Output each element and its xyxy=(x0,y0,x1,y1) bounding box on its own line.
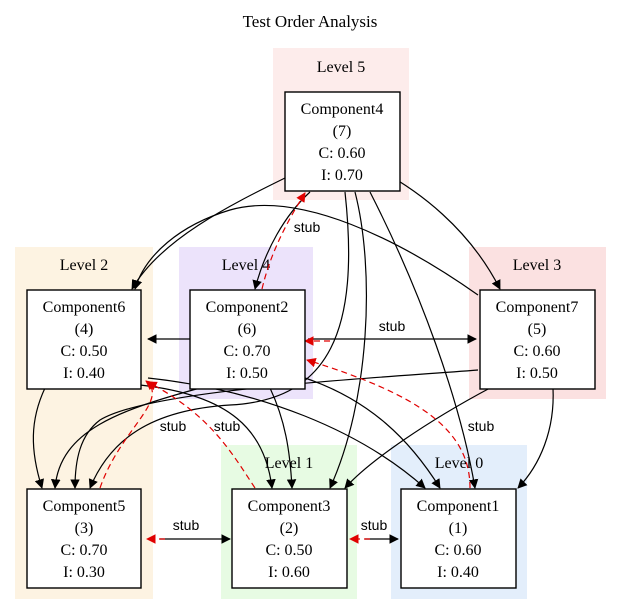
node-component4-c: C: 0.60 xyxy=(318,145,365,162)
edge-c4-c3 xyxy=(329,191,368,489)
edge-c6-c5 xyxy=(32,387,46,489)
cluster-level1-label: Level 1 xyxy=(265,455,313,472)
node-component2[interactable]: Component2 (6) C: 0.70 I: 0.50 xyxy=(189,289,306,390)
stub-edges xyxy=(99,192,471,489)
node-component1-c: C: 0.60 xyxy=(434,542,481,559)
node-component2-order: (6) xyxy=(238,321,257,338)
diagram-title: Test Order Analysis xyxy=(243,12,378,31)
node-component3-order: (2) xyxy=(280,520,299,537)
stub-label-c2-c7: stub xyxy=(379,318,406,334)
node-component3[interactable]: Component3 (2) C: 0.50 I: 0.60 xyxy=(231,488,348,589)
node-component6-name: Component6 xyxy=(43,299,126,316)
node-component7-c: C: 0.60 xyxy=(513,343,560,360)
stub-labels: stub stub stub stub stub stub stub xyxy=(160,219,495,533)
stub-edge-c2-c4 xyxy=(261,192,306,290)
edge-c6-c3 xyxy=(139,384,276,489)
node-component4-order: (7) xyxy=(333,123,352,140)
node-component7-order: (5) xyxy=(528,321,547,338)
edge-c4-c6 xyxy=(131,177,286,290)
stub-edge-c1-c2 xyxy=(306,357,471,489)
node-component3-i: I: 0.60 xyxy=(268,564,310,581)
cluster-level4-label: Level 4 xyxy=(222,257,270,274)
node-component3-name: Component3 xyxy=(248,498,331,515)
node-component5[interactable]: Component5 (3) C: 0.70 I: 0.30 xyxy=(26,488,142,589)
node-component1-name: Component1 xyxy=(417,498,500,515)
node-component1-i: I: 0.40 xyxy=(437,564,479,581)
stub-label-c3-c1: stub xyxy=(361,517,388,533)
cluster-level3-label: Level 3 xyxy=(513,257,561,274)
edge-c2-c3 xyxy=(269,387,297,489)
node-component5-c: C: 0.70 xyxy=(60,542,107,559)
stub-label-c5-c6: stub xyxy=(160,418,187,434)
node-component2-name: Component2 xyxy=(206,299,289,316)
cluster-level5-label: Level 5 xyxy=(317,59,365,76)
node-component7-name: Component7 xyxy=(496,299,579,316)
cluster-level0-label: Level 0 xyxy=(435,455,483,472)
edge-c4-c5 xyxy=(88,191,350,489)
bidirectional-edges xyxy=(146,334,477,544)
node-component7-i: I: 0.50 xyxy=(516,365,558,382)
dependency-edges xyxy=(32,164,554,489)
node-component4[interactable]: Component4 (7) C: 0.60 I: 0.70 xyxy=(284,91,401,192)
node-component1-order: (1) xyxy=(449,520,468,537)
node-component6-order: (4) xyxy=(75,321,94,338)
cluster-level2-label: Level 2 xyxy=(60,257,108,274)
node-component5-order: (3) xyxy=(75,520,94,537)
node-component6[interactable]: Component6 (4) C: 0.50 I: 0.40 xyxy=(26,289,142,390)
node-component4-name: Component4 xyxy=(301,101,384,118)
node-component3-c: C: 0.50 xyxy=(265,542,312,559)
node-component4-i: I: 0.70 xyxy=(321,167,363,184)
edge-c4-c1 xyxy=(369,191,479,489)
node-component7[interactable]: Component7 (5) C: 0.60 I: 0.50 xyxy=(479,289,596,390)
edge-c2-c1 xyxy=(304,377,441,489)
stub-label-c3-c6: stub xyxy=(214,418,241,434)
edge-c7-c1 xyxy=(517,387,554,489)
node-component5-i: I: 0.30 xyxy=(63,564,105,581)
edge-c7-c3 xyxy=(344,387,491,489)
edge-c7-c5 xyxy=(70,369,479,489)
node-component2-i: I: 0.50 xyxy=(226,365,268,382)
node-component6-c: C: 0.50 xyxy=(60,343,107,360)
stub-label-c5-c3: stub xyxy=(173,517,200,533)
stub-edge-c3-c6 xyxy=(147,381,256,489)
edge-c7-c6 xyxy=(132,204,479,296)
node-component6-i: I: 0.40 xyxy=(63,365,105,382)
stub-label-c1-c2: stub xyxy=(468,418,495,434)
stub-label-c2-c4: stub xyxy=(294,219,321,235)
node-component1[interactable]: Component1 (1) C: 0.60 I: 0.40 xyxy=(400,488,517,589)
node-component2-c: C: 0.70 xyxy=(223,343,270,360)
node-component5-name: Component5 xyxy=(43,498,126,515)
